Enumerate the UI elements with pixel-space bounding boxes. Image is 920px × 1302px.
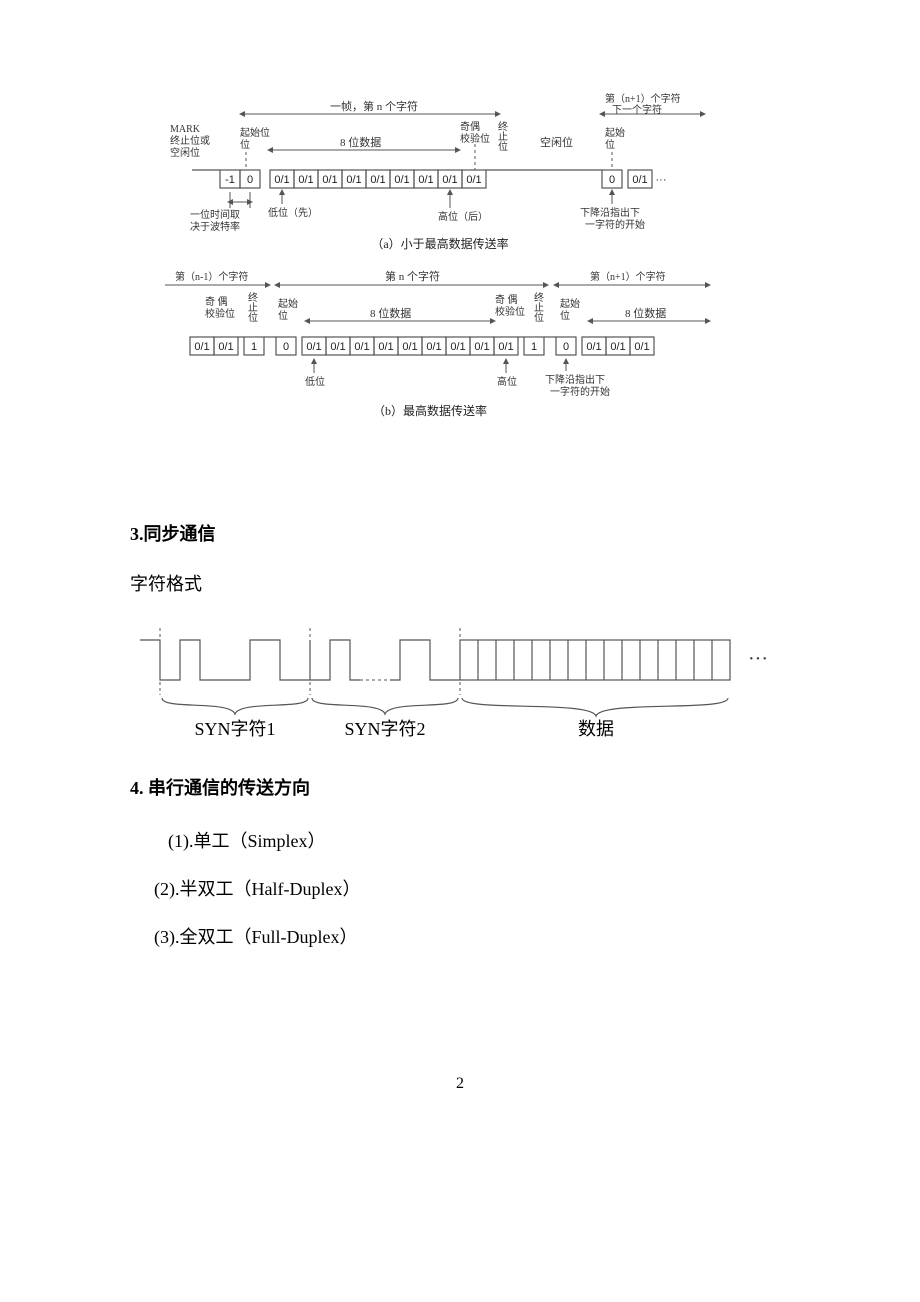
data8-b: 8 位数据	[370, 306, 411, 320]
svg-text:0/1: 0/1	[370, 174, 385, 186]
high-after: 高位（后）	[438, 210, 488, 223]
cells-a: -1 0 0/1 0/1 0/1 0/1 0/1 0/1 0/1 0/1	[220, 170, 486, 188]
svg-text:位: 位	[278, 309, 288, 322]
svg-text:0/1: 0/1	[586, 341, 601, 353]
svg-text:0/1: 0/1	[194, 341, 209, 353]
svg-text:0/1: 0/1	[498, 341, 513, 353]
svg-text:0/1: 0/1	[474, 341, 489, 353]
section-3-title: 同步通信	[144, 524, 216, 544]
start-bit2-label-b: 位	[605, 138, 615, 151]
next-char-b-label: 第（n+1）个字符	[590, 270, 666, 283]
data8-label: 8 位数据	[340, 135, 381, 149]
list-item-simplex: (1).单工（Simplex）	[168, 824, 790, 858]
svg-text:0/1: 0/1	[610, 341, 625, 353]
bit-time-2: 决于波特率	[190, 220, 240, 233]
stop-bit-label-c: 位	[498, 140, 508, 153]
mark-label-1: MARK	[170, 124, 201, 135]
caption-b: （b）最高数据传送率	[373, 403, 487, 418]
char-format-label: 字符格式	[130, 570, 790, 596]
mark-label-2: 终止位或	[170, 134, 210, 147]
svg-text:0/1: 0/1	[330, 341, 345, 353]
start-bit2-label-a: 起始	[605, 126, 625, 139]
svg-text:0/1: 0/1	[402, 341, 417, 353]
svg-text:位: 位	[248, 311, 258, 324]
async-diagram-svg: 一帧，第 n 个字符 第（n+1）个字符 下一个字符 MARK 终止位或 空闲位…	[150, 90, 750, 460]
svg-text:0/1: 0/1	[218, 341, 233, 353]
svg-text:起始: 起始	[560, 297, 580, 310]
svg-text:奇 偶: 奇 偶	[495, 293, 518, 306]
syn2-label: SYN字符2	[344, 719, 425, 739]
prev-char-label: 第（n-1）个字符	[175, 270, 248, 283]
list-item-half-duplex: (2).半双工（Half-Duplex）	[154, 872, 790, 906]
section-4-num: 4.	[130, 778, 144, 798]
svg-text:···: ···	[656, 174, 667, 186]
section-4-title: 串行通信的传送方向	[148, 778, 310, 798]
svg-text:0: 0	[283, 341, 289, 353]
falling-b-1: 下降沿指出下	[545, 373, 605, 386]
data8-b2: 8 位数据	[625, 306, 666, 320]
svg-text:0/1: 0/1	[634, 341, 649, 353]
page-root: 一帧，第 n 个字符 第（n+1）个字符 下一个字符 MARK 终止位或 空闲位…	[0, 0, 920, 1153]
svg-text:0: 0	[563, 341, 569, 353]
low-b: 低位	[305, 375, 325, 388]
svg-text:0/1: 0/1	[378, 341, 393, 353]
n-char-label: 第 n 个字符	[385, 269, 440, 283]
cells-b: 0/1 0/1 1 0 0/1 0/1 0/1 0/1 0/1 0/1 0/1 …	[190, 337, 654, 355]
svg-text:校验位: 校验位	[495, 305, 525, 318]
parity-label-b: 校验位	[460, 132, 490, 145]
svg-text:0/1: 0/1	[442, 174, 457, 186]
frame-n-label: 一帧，第 n 个字符	[330, 99, 418, 113]
svg-text:0: 0	[609, 174, 615, 186]
svg-text:0/1: 0/1	[394, 174, 409, 186]
falling1: 下降沿指出下	[580, 206, 640, 219]
sync-ellipsis: ···	[748, 648, 768, 670]
start-bit-label-b: 位	[240, 138, 250, 151]
svg-text:-1: -1	[225, 174, 235, 186]
svg-text:校验位: 校验位	[205, 307, 235, 320]
bit-time-1: 一位时间取	[190, 208, 240, 221]
svg-text:起始: 起始	[278, 297, 298, 310]
svg-text:0/1: 0/1	[418, 174, 433, 186]
section-3-num: 3.	[130, 524, 144, 544]
syn1-label: SYN字符1	[194, 719, 275, 739]
sync-diagram-svg: ··· SYN字符1 SYN字符2 数据	[130, 620, 790, 750]
list-item-full-duplex: (3).全双工（Full-Duplex）	[154, 920, 790, 954]
caption-a: （a）小于最高数据传送率	[371, 236, 508, 251]
high-b: 高位	[497, 375, 517, 388]
low-first: 低位（先）	[268, 206, 318, 219]
falling-b-2: 一字符的开始	[550, 385, 610, 398]
section-4-heading: 4. 串行通信的传送方向	[130, 774, 790, 800]
svg-text:0/1: 0/1	[298, 174, 313, 186]
svg-text:0/1: 0/1	[322, 174, 337, 186]
next-char-label: 第（n+1）个字符	[605, 92, 681, 105]
svg-text:0/1: 0/1	[632, 174, 647, 186]
svg-text:位: 位	[560, 309, 570, 322]
async-timing-diagram: 一帧，第 n 个字符 第（n+1）个字符 下一个字符 MARK 终止位或 空闲位…	[150, 90, 790, 460]
section-3-heading: 3.同步通信	[130, 520, 790, 546]
svg-text:0/1: 0/1	[450, 341, 465, 353]
page-number: 2	[130, 1075, 790, 1093]
svg-text:位: 位	[534, 311, 544, 324]
sync-data-cells	[460, 640, 730, 680]
parity-label-a: 奇偶	[460, 120, 480, 133]
svg-text:0/1: 0/1	[346, 174, 361, 186]
svg-text:1: 1	[531, 341, 537, 353]
falling2: 一字符的开始	[585, 218, 645, 231]
mark-label-3: 空闲位	[170, 146, 200, 159]
sync-data-label: 数据	[578, 719, 614, 739]
svg-text:0/1: 0/1	[274, 174, 289, 186]
svg-text:0/1: 0/1	[466, 174, 481, 186]
svg-text:0/1: 0/1	[354, 341, 369, 353]
svg-text:0: 0	[247, 174, 253, 186]
svg-text:0/1: 0/1	[426, 341, 441, 353]
svg-text:0/1: 0/1	[306, 341, 321, 353]
sync-diagram: ··· SYN字符1 SYN字符2 数据	[130, 620, 790, 750]
svg-text:1: 1	[251, 341, 257, 353]
next-char-label-2: 下一个字符	[612, 103, 662, 116]
start-bit-label: 起始位	[240, 126, 270, 139]
idle-label: 空闲位	[540, 135, 573, 149]
svg-text:奇 偶: 奇 偶	[205, 295, 228, 308]
